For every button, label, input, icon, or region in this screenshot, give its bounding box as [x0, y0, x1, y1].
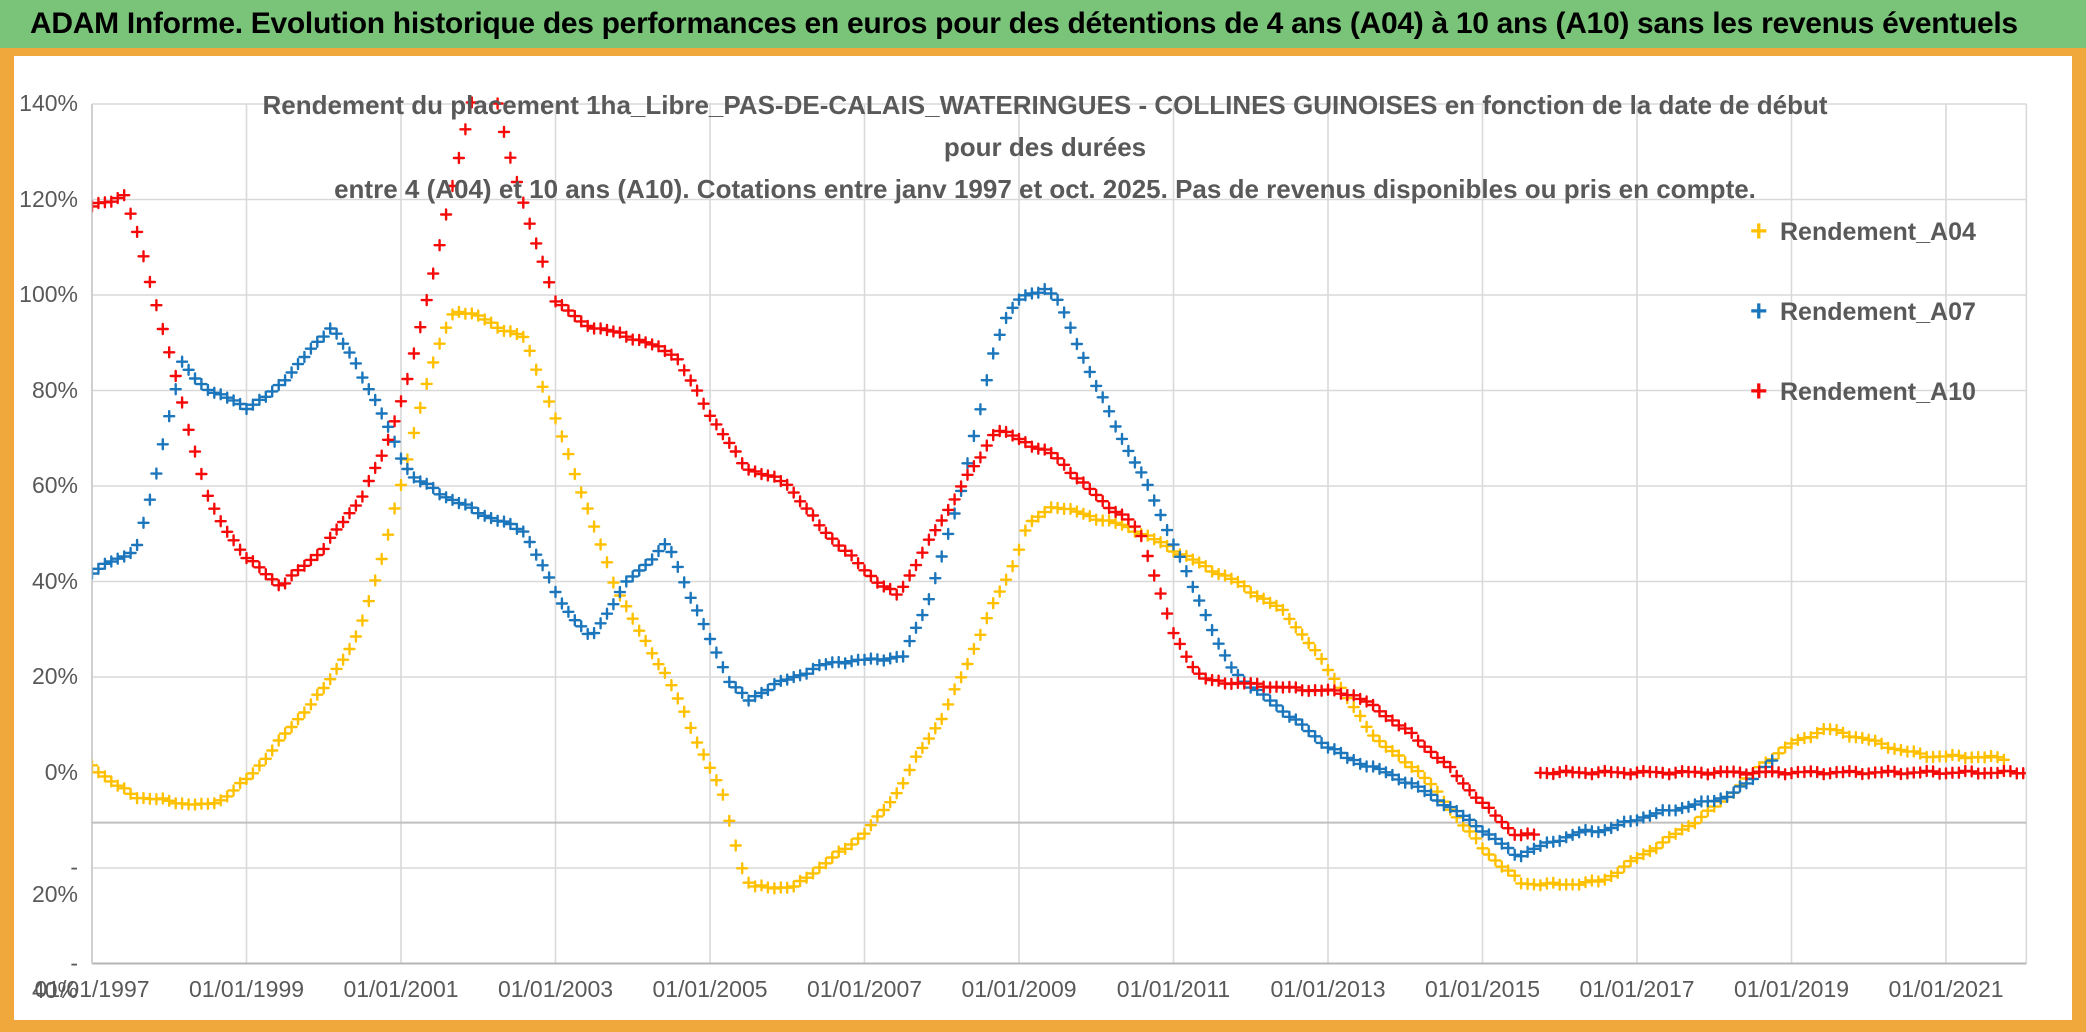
legend-label: Rendement_A10: [1780, 377, 1976, 406]
legend-item-a07: + Rendement_A07: [1750, 272, 2070, 352]
y-axis-tick-label: 20%: [31, 663, 78, 689]
y-axis-tick-label: 100%: [19, 281, 78, 307]
y-axis-tick-label: 140%: [19, 90, 78, 116]
y-axis-tick-label: - 20%: [31, 854, 78, 907]
y-axis-tick-label: 40%: [31, 567, 78, 594]
plus-marker-icon: +: [1750, 375, 1768, 408]
series-rendement-a04: [92, 305, 2011, 895]
title-bar: ADAM Informe. Evolution historique des p…: [0, 0, 2086, 48]
y-axis-tick-label: 80%: [31, 376, 78, 403]
x-axis-tick-label: 01/01/1999: [188, 976, 305, 1002]
chart-canvas: [14, 56, 2072, 1020]
legend-item-a04: + Rendement_A04: [1750, 192, 2070, 272]
plus-marker-icon: +: [1750, 215, 1768, 248]
page-title: ADAM Informe. Evolution historique des p…: [30, 7, 2018, 40]
chart-title-line2: entre 4 (A04) et 10 ans (A10). Cotations…: [334, 174, 1756, 204]
chart-title-line1: Rendement du placement 1ha_Libre_PAS-DE-…: [262, 90, 1828, 162]
x-axis-tick-label: 01/01/1997: [34, 976, 150, 1002]
x-axis-tick-label: 01/01/2017: [1579, 976, 1695, 1002]
x-axis-tick-label: 01/01/2009: [961, 976, 1077, 1002]
y-axis-tick-label: - 40%: [31, 949, 78, 1003]
y-axis-tick-label: 120%: [19, 185, 78, 212]
x-axis-tick-label: 01/01/2007: [806, 976, 923, 1002]
legend-item-a10: + Rendement_A10: [1750, 352, 2070, 432]
y-axis-tick-label: 60%: [31, 472, 78, 498]
legend: + Rendement_A04 + Rendement_A07 + Rendem…: [1750, 192, 2070, 432]
legend-label: Rendement_A04: [1780, 217, 1976, 246]
x-axis-tick-label: 01/01/2019: [1733, 976, 1850, 1002]
x-axis-tick-label: 01/01/2011: [1116, 976, 1231, 1002]
x-axis-tick-label: 01/01/2001: [343, 976, 459, 1002]
x-axis-tick-label: 01/01/2003: [497, 976, 614, 1002]
series-rendement-a07: [92, 282, 1779, 863]
gridlines: [91, 103, 2028, 965]
x-axis-tick-label: 01/01/2005: [652, 976, 768, 1002]
plus-marker-icon: +: [1750, 295, 1768, 328]
x-axis-tick-label: 01/01/2013: [1270, 976, 1386, 1002]
chart-title: Rendement du placement 1ha_Libre_PAS-DE-…: [240, 84, 1850, 210]
series-rendement-a10: [92, 96, 2026, 842]
y-axis-tick-label: 0%: [44, 758, 78, 785]
legend-label: Rendement_A07: [1780, 297, 1976, 326]
x-axis-tick-label: 01/01/2021: [1888, 976, 2004, 1002]
series-group: [92, 96, 2026, 895]
x-axis-tick-label: 01/01/2015: [1424, 976, 1541, 1002]
